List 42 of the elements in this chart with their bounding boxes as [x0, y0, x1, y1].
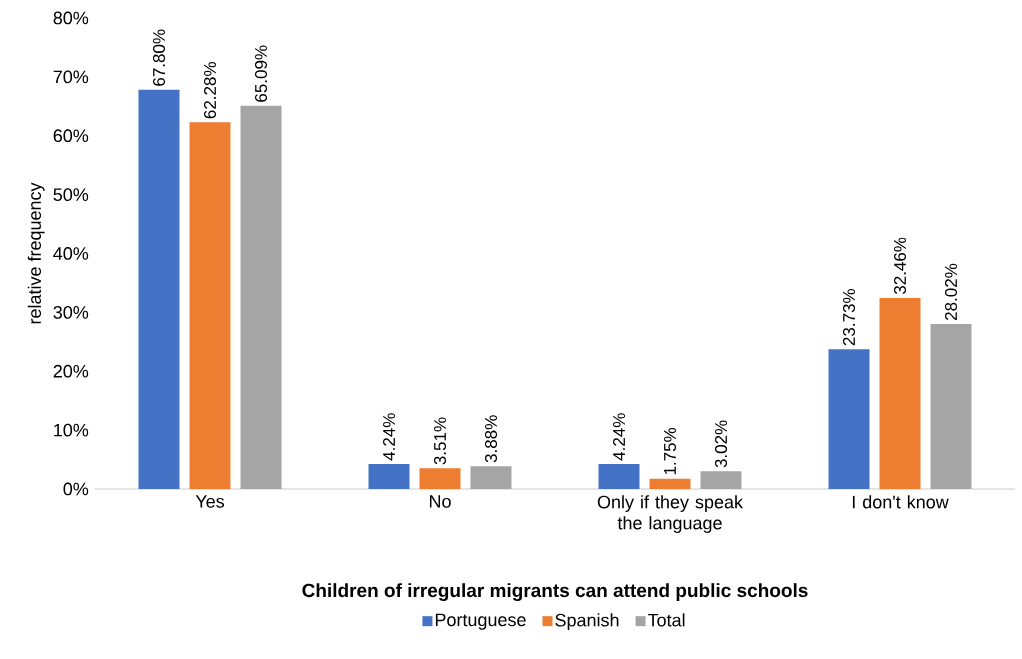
- y-tick-label: 80%: [53, 11, 89, 25]
- x-tick-label: No: [429, 495, 451, 508]
- y-tick-label: 70%: [53, 70, 89, 84]
- data-label: 3.88%: [484, 415, 498, 463]
- data-label: 23.73%: [842, 289, 856, 346]
- bar: [649, 478, 691, 489]
- data-label: 4.24%: [383, 413, 395, 461]
- bar: [138, 89, 180, 489]
- bar: [879, 297, 921, 489]
- data-label: 32.46%: [893, 237, 907, 295]
- y-tick-label: 30%: [53, 305, 89, 319]
- bar: [598, 464, 640, 489]
- data-label: 3.51%: [433, 417, 447, 465]
- y-tick-label: 20%: [53, 364, 89, 378]
- bar: [189, 122, 231, 489]
- y-tick-label: 40%: [53, 247, 89, 260]
- y-tick-label: 60%: [53, 129, 89, 143]
- data-label: 28.02%: [944, 263, 958, 320]
- bar: [240, 105, 282, 489]
- x-tick-label: Yes: [195, 495, 225, 508]
- bar: [470, 466, 512, 489]
- x-tick-label: Only if they speak the language: [597, 495, 744, 533]
- bar: [419, 468, 461, 489]
- y-axis-title: relative frequency: [27, 182, 45, 324]
- x-axis-title: Children of irregular migrants can attend public schools: [302, 583, 808, 601]
- data-label: 62.28%: [203, 62, 217, 119]
- bar: [828, 349, 870, 489]
- x-tick-label: I don't know: [852, 495, 949, 509]
- legend-label: Spanish: [555, 613, 619, 631]
- legend-label: Total: [647, 613, 685, 627]
- data-label: 67.80%: [152, 29, 166, 86]
- data-label: 4.24%: [613, 413, 625, 461]
- data-label: 65.09%: [254, 45, 268, 102]
- y-tick-label: 0%: [63, 482, 89, 496]
- bar: [930, 324, 972, 489]
- y-tick-label: 50%: [53, 188, 89, 201]
- y-tick-label: 10%: [54, 423, 89, 437]
- legend-label: Portuguese: [435, 613, 526, 630]
- data-label: 3.02%: [714, 420, 728, 468]
- bar: [368, 464, 410, 489]
- bar: [700, 471, 742, 489]
- data-label: 1.75%: [664, 427, 676, 475]
